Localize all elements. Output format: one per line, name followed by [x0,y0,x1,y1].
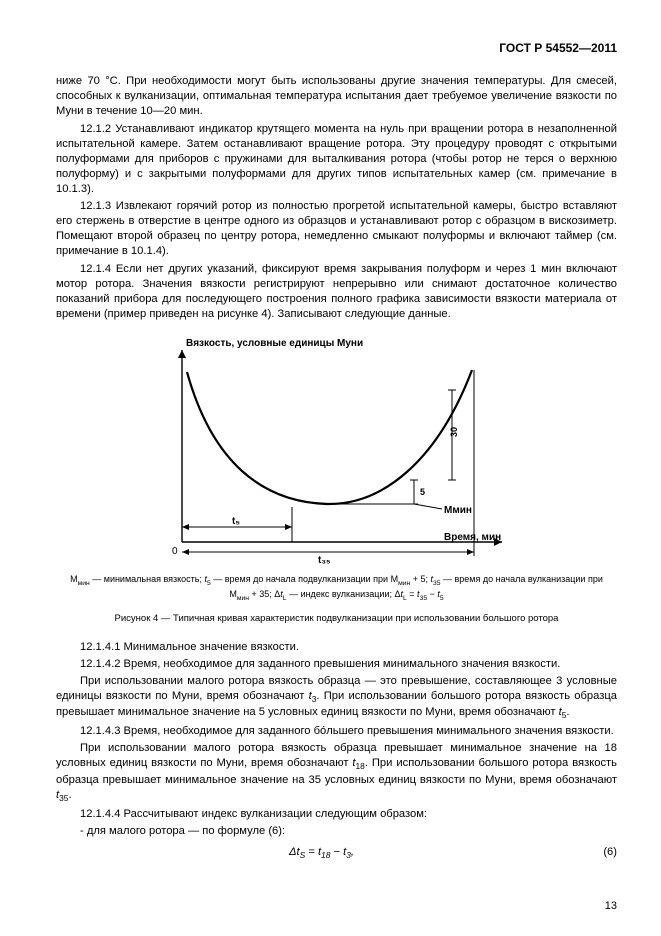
mmin-label: Mмин [444,505,472,516]
x-axis-label: Время, мин [444,532,501,543]
y-axis-label: Вязкость, условные единицы Муни [186,338,363,349]
document-code: ГОСТ Р 54552—2011 [56,40,617,56]
t5-label: t₅ [232,516,240,527]
t35-label: t₃₅ [318,555,331,566]
paragraph-12-1-4-3-body: При использовании малого ротора вязкость… [56,741,617,804]
page: ГОСТ Р 54552—2011 ниже 70 °С. При необхо… [0,0,661,936]
figure-4-svg: Вязкость, условные единицы Муни Время, м… [152,332,522,567]
figure-title: Рисунок 4 — Типичная кривая характеристи… [56,613,617,626]
paragraph-12-1-2: 12.1.2 Устанавливают индикатор крутящего… [56,122,617,198]
paragraph-12-1-4-4: 12.1.4.4 Рассчитывают индекс вулканизаци… [56,807,617,822]
origin-label: 0 [172,546,178,557]
paragraph-12-1-4-4-rotor: - для малого ротора — по формуле (6): [56,824,617,839]
figure-4: Вязкость, условные единицы Муни Время, м… [142,332,532,567]
paragraph-12-1-4-3: 12.1.4.3 Время, необходимое для заданног… [56,724,617,739]
paragraph-12-1-1-cont: ниже 70 °С. При необходимости могут быть… [56,74,617,119]
five-label: 5 [420,487,425,497]
paragraph-12-1-4-1: 12.1.4.1 Минимальное значение вязкости. [56,640,617,655]
page-number: 13 [605,899,617,914]
paragraph-12-1-4-2: 12.1.4.2 Время, необходимое для заданног… [56,657,617,672]
paragraph-12-1-4: 12.1.4 Если нет других указаний, фиксиру… [56,262,617,322]
viscosity-curve [187,370,472,504]
formula-expression: ΔtS = t18 − t3, [56,845,587,862]
formula-6: ΔtS = t18 − t3, (6) [56,845,617,862]
formula-number: (6) [587,845,617,860]
figure-legend: Ммин — минимальная вязкость; t5 — время … [62,573,611,603]
paragraph-12-1-3: 12.1.3 Извлекают горячий ротор из полнос… [56,199,617,259]
thirty-label: 30 [449,427,459,437]
paragraph-12-1-4-2-body: При использовании малого ротора вязкость… [56,674,617,722]
